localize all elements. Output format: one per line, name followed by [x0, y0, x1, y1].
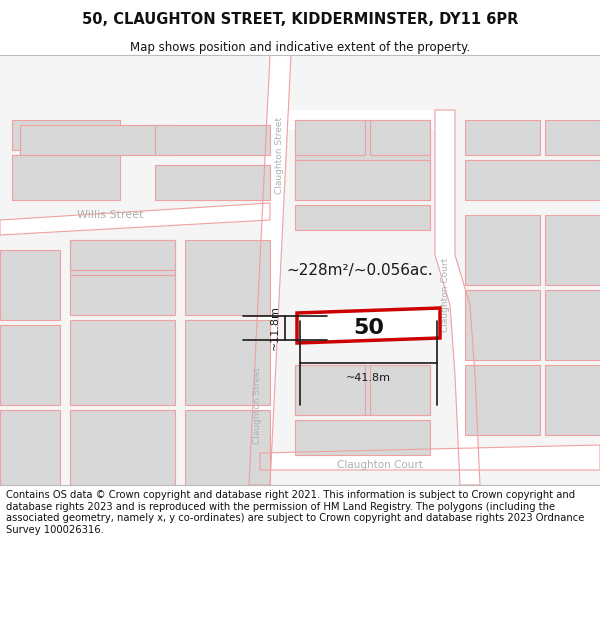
Polygon shape — [295, 365, 365, 415]
Polygon shape — [155, 125, 270, 155]
Polygon shape — [70, 410, 175, 485]
Polygon shape — [295, 205, 430, 230]
Text: Claughton Court: Claughton Court — [337, 460, 423, 470]
Polygon shape — [185, 240, 270, 315]
Text: ~228m²/~0.056ac.: ~228m²/~0.056ac. — [287, 262, 433, 278]
Polygon shape — [465, 290, 540, 360]
Polygon shape — [70, 240, 175, 315]
Polygon shape — [370, 120, 430, 155]
Text: Contains OS data © Crown copyright and database right 2021. This information is : Contains OS data © Crown copyright and d… — [6, 490, 584, 535]
Polygon shape — [435, 110, 480, 485]
Text: Claughton Street: Claughton Street — [254, 366, 263, 444]
Polygon shape — [0, 250, 60, 320]
Text: ~11.8m: ~11.8m — [270, 306, 280, 351]
Text: Claughton Court: Claughton Court — [440, 258, 449, 332]
Polygon shape — [297, 308, 440, 343]
Polygon shape — [465, 215, 540, 285]
Polygon shape — [12, 120, 120, 150]
Polygon shape — [260, 445, 600, 470]
Polygon shape — [70, 320, 175, 405]
Polygon shape — [465, 365, 540, 435]
Text: Claughton Street: Claughton Street — [275, 116, 284, 194]
Text: 50: 50 — [353, 318, 384, 338]
Polygon shape — [545, 120, 600, 155]
Polygon shape — [0, 410, 60, 485]
Polygon shape — [295, 120, 430, 200]
Polygon shape — [155, 165, 270, 200]
Polygon shape — [0, 203, 270, 235]
Polygon shape — [70, 240, 175, 270]
Polygon shape — [249, 55, 291, 485]
Polygon shape — [185, 320, 270, 405]
Polygon shape — [70, 275, 175, 315]
Polygon shape — [295, 365, 430, 415]
Polygon shape — [295, 420, 430, 455]
Text: Map shows position and indicative extent of the property.: Map shows position and indicative extent… — [130, 41, 470, 54]
Polygon shape — [370, 365, 430, 415]
Polygon shape — [545, 290, 600, 360]
Polygon shape — [20, 125, 175, 155]
Polygon shape — [465, 120, 540, 155]
Polygon shape — [545, 215, 600, 285]
Text: 50, CLAUGHTON STREET, KIDDERMINSTER, DY11 6PR: 50, CLAUGHTON STREET, KIDDERMINSTER, DY1… — [82, 12, 518, 27]
Polygon shape — [12, 155, 120, 200]
Polygon shape — [185, 410, 270, 485]
Polygon shape — [465, 160, 600, 200]
Polygon shape — [295, 120, 365, 155]
Polygon shape — [270, 110, 455, 130]
Text: ~41.8m: ~41.8m — [346, 373, 391, 383]
Polygon shape — [295, 160, 430, 200]
Polygon shape — [0, 325, 60, 405]
Polygon shape — [545, 365, 600, 435]
Text: Willis Street: Willis Street — [77, 210, 143, 220]
